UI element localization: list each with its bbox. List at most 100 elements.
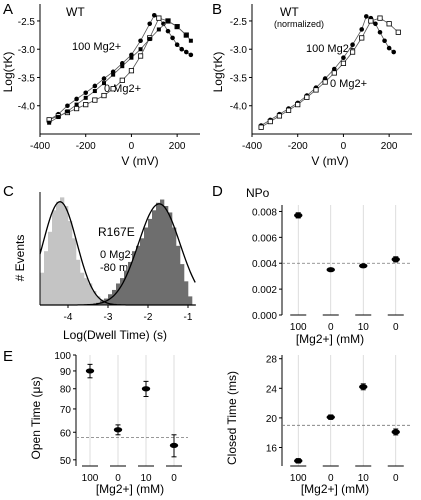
panel-c-x-tick-label: -4: [64, 312, 73, 323]
panel-b-point: [304, 94, 310, 100]
panel-a-annotation: WT: [66, 5, 85, 19]
panel-d-x-tick-label: 100: [290, 322, 307, 333]
panel-a-point: [110, 86, 116, 92]
panel-c-bar-1: [156, 202, 161, 305]
panel-c-bar-0: [64, 205, 69, 305]
panel-c-bar-1: [132, 251, 137, 305]
panel-e-x-tick-label: 0: [171, 473, 177, 484]
panel-a-point: [65, 103, 70, 109]
panel-b-point: [359, 27, 365, 32]
panel-d-x-tick-label: 0: [393, 322, 399, 333]
panel-a-point: [138, 38, 143, 44]
panel-b-point: [377, 15, 383, 21]
panel-d-y-tick-label: 0.002: [252, 285, 277, 296]
panel-label-c: C: [3, 183, 14, 200]
panel-a-point: [102, 81, 106, 86]
panel-c-bar-0: [68, 221, 73, 305]
panel-b-point: [359, 35, 365, 41]
panel-a-point: [129, 55, 134, 60]
panel-c-bar-1: [180, 264, 185, 305]
panel-c-bar-0: [72, 238, 77, 305]
panel-a-point: [120, 64, 125, 69]
panel-a-point: [188, 38, 193, 43]
panel-a-point: [166, 18, 170, 23]
panel-a-point: [170, 35, 175, 41]
panel-d-point: [391, 256, 400, 262]
panel-d-y-tick-label: 0.008: [252, 207, 277, 218]
panel-e-x-tick-label: 0: [115, 473, 121, 484]
panel-c-bar-1: [184, 281, 189, 305]
panel-a-point: [92, 83, 98, 89]
panel-b-point: [391, 49, 397, 55]
panel-a-point: [156, 27, 161, 32]
panel-b-point: [267, 118, 273, 125]
panel-d-x-tick-label: 0: [328, 322, 334, 333]
panel-a-point: [83, 102, 89, 108]
panel-a-xlabel: V (mV): [121, 154, 158, 168]
panel-b-point: [368, 18, 374, 24]
panel-a-point: [184, 33, 189, 38]
panel-c-bar-1: [144, 227, 149, 305]
panel-a-point: [119, 77, 125, 83]
panel-e-ylabel: Open Time (μs): [29, 377, 43, 460]
panel-d-xlabel: [Mg2+] (mM): [296, 332, 364, 346]
panel-e2-point: [391, 429, 400, 435]
panel-d-point: [326, 267, 335, 273]
panel-a-point: [188, 52, 194, 58]
panel-e2-y-tick-label: 20: [266, 414, 278, 425]
panel-a-x-tick-label: -400: [30, 141, 50, 152]
panel-b-point: [340, 60, 347, 66]
panel-a-point: [111, 72, 116, 77]
panel-c-bar-1: [188, 296, 193, 305]
panel-b-x-tick-label: -400: [242, 141, 262, 152]
panel-a-point: [174, 42, 180, 47]
panel-c-bar-1: [104, 298, 109, 305]
panel-e-point: [113, 427, 123, 433]
panel-a-y-tick-label: -3.5: [18, 73, 36, 84]
panel-c-bar-1: [176, 245, 181, 305]
panel-c-bar-1: [108, 294, 113, 305]
panel-b-point: [363, 14, 369, 19]
panel-d-title: NPo: [246, 186, 270, 200]
panel-c-bar-1: [168, 212, 173, 305]
panel-c-bar-0: [84, 278, 89, 305]
panel-e-point: [169, 442, 179, 449]
panel-b-series-0-line: [260, 15, 394, 126]
panel-b-point: [395, 29, 401, 35]
panel-c-bar-0: [88, 283, 93, 305]
panel-c-bar-1: [152, 210, 157, 305]
panel-e-point: [85, 368, 95, 374]
panel-a-point: [92, 89, 97, 94]
panel-a-point: [65, 109, 70, 114]
panel-b-x-tick-label: 0: [341, 141, 347, 152]
panel-a-series-label-100: 100 Mg2+: [72, 41, 121, 53]
panel-d-point: [359, 263, 368, 269]
panel-c-bar-0: [56, 201, 61, 305]
panel-b-point: [373, 21, 378, 27]
panel-e-y-tick-label: 50: [60, 456, 72, 467]
panel-b-y-tick-label: -3.0: [230, 45, 248, 56]
panel-b-x-tick-label: -200: [288, 141, 308, 152]
panel-e2-point: [326, 414, 335, 420]
panel-c-bar-1: [116, 283, 121, 305]
panel-label-d: D: [212, 183, 223, 200]
panel-c-x-tick-label: -1: [184, 312, 193, 323]
panel-e2-xlabel: [Mg2+] (mM): [301, 482, 369, 496]
panel-a-point: [74, 96, 79, 102]
panel-d-y-tick-label: 0.006: [252, 233, 277, 244]
panel-c-ylabel: # Events: [13, 235, 27, 282]
panel-c-bar-0: [52, 210, 57, 305]
panel-e2-x-tick-label: 10: [358, 473, 370, 484]
panel-c-bar-0: [96, 296, 101, 305]
panel-b-x-tick-label: 200: [381, 141, 398, 152]
panel-c-bar-1: [172, 227, 177, 305]
panel-c-bar-1: [112, 289, 117, 305]
panel-c-bar-0: [80, 272, 85, 305]
panel-d-x-tick-label: 10: [358, 322, 370, 333]
panel-e-y-tick-label: 100: [54, 351, 71, 362]
panel-e2-y-tick-label: 24: [266, 384, 278, 395]
panel-c-bar-0: [48, 231, 53, 305]
panel-b-point: [350, 42, 355, 47]
panel-a-ylabel: Log(τK): [1, 52, 15, 93]
panel-b-series-1-line: [260, 17, 399, 128]
